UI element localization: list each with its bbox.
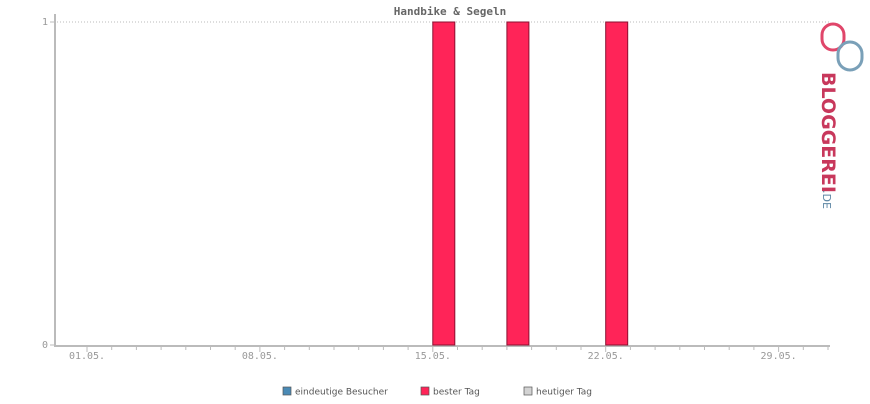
logo-text: BLOGGEREI	[817, 72, 839, 193]
bar	[432, 21, 456, 346]
logo-icon	[820, 22, 846, 52]
legend-swatch	[523, 386, 533, 396]
legend-label: bester Tag	[433, 388, 480, 398]
chart-title: Handbike & Segeln	[394, 5, 507, 18]
logo-icon	[836, 40, 864, 72]
legend-label: eindeutige Besucher	[295, 388, 388, 398]
bar	[605, 21, 629, 346]
logo-suffix: .DE	[820, 190, 833, 209]
bar	[506, 21, 530, 346]
y-tick-label: 1	[42, 17, 48, 28]
x-tick-label: 08.05.	[242, 351, 278, 362]
logo: BLOGGEREI .DE	[817, 22, 864, 209]
legend-swatch	[282, 386, 292, 396]
legend-swatch	[420, 386, 430, 396]
x-tick-label: 15.05.	[415, 351, 451, 362]
x-tick-label: 29.05.	[761, 351, 797, 362]
legend-label: heutiger Tag	[536, 388, 592, 398]
x-tick-label: 22.05.	[588, 351, 624, 362]
y-tick-label: 0	[42, 340, 48, 351]
x-tick-label: 01.05.	[69, 351, 105, 362]
